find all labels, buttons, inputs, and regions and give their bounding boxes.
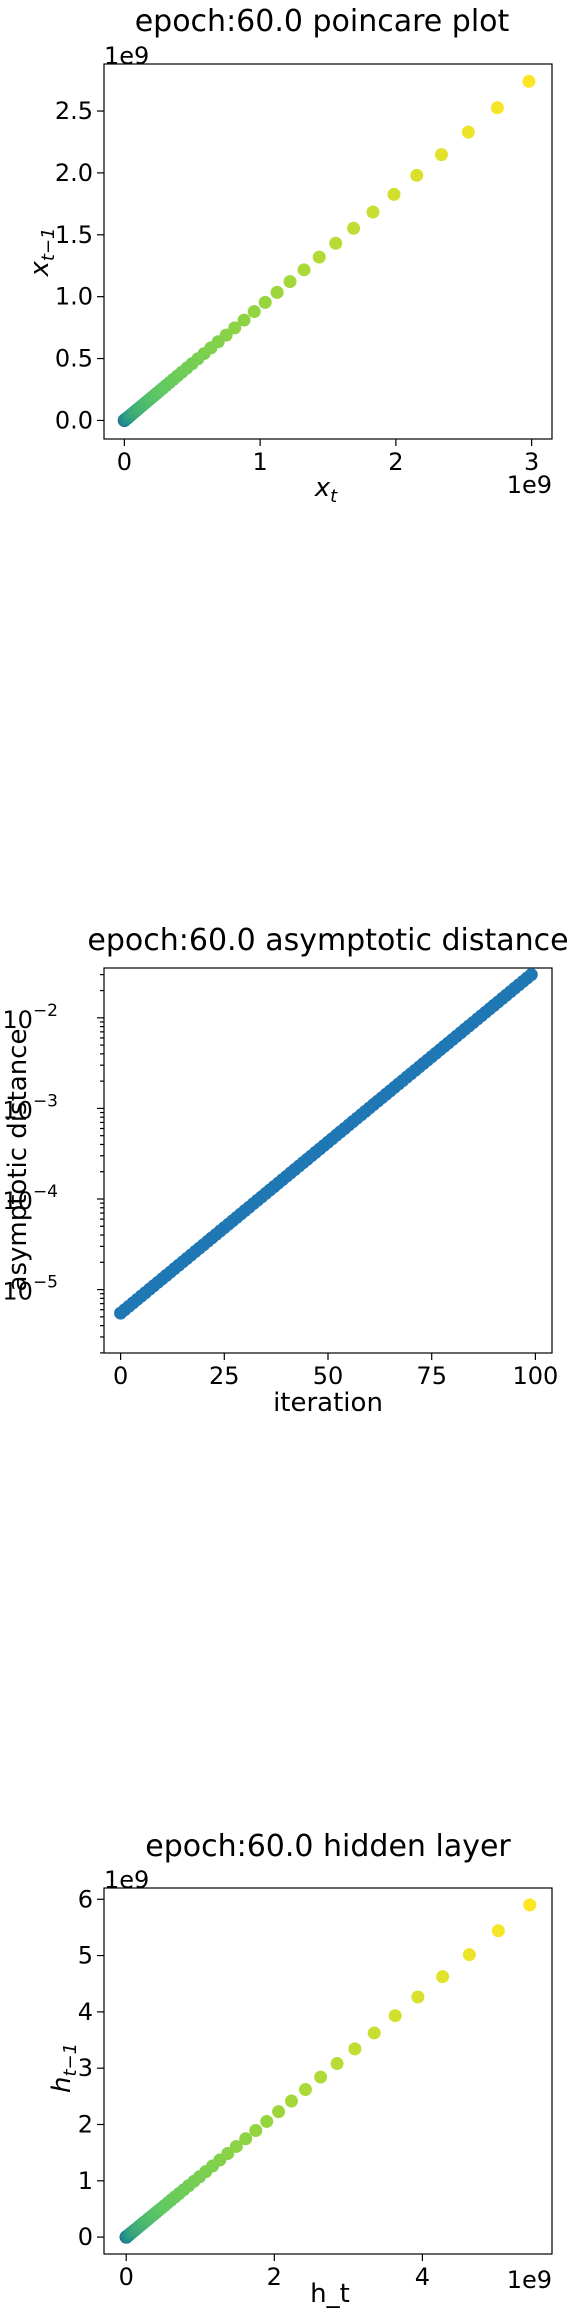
- scatter-point: [366, 205, 380, 219]
- scatter-point: [329, 236, 343, 250]
- x-tick-label: 1: [252, 448, 267, 476]
- scatter-point: [260, 2114, 274, 2128]
- asymptotic-distance-chart: epoch:60.0 asymptotic distance 0 25 50 75 10…: [2, 923, 568, 1418]
- y-tick-label: 1.0: [55, 283, 93, 311]
- x-tick-label: 4: [415, 2263, 430, 2291]
- asymptotic-distance-y-label: asymptotic distance: [3, 1029, 33, 1292]
- scatter-point: [462, 1948, 476, 1962]
- scatter-point: [270, 285, 284, 299]
- y-tick-label: 4: [78, 1998, 93, 2026]
- scatter-point: [239, 2132, 253, 2146]
- scatter-point: [229, 2139, 243, 2153]
- x-tick-label: 0: [113, 1362, 128, 1390]
- y-tick-label: 2: [78, 2110, 93, 2138]
- y-tick-label: 0: [78, 2223, 93, 2251]
- poincare-plot-y-label: xt−1: [25, 228, 59, 278]
- poincare-plot-x-ticks: 0 1 2 3: [117, 439, 539, 476]
- poincare-plot-title: epoch:60.0 poincare plot: [135, 4, 510, 39]
- x-tick-label: 2: [267, 2263, 282, 2291]
- scatter-point: [522, 74, 536, 88]
- scatter-point: [387, 187, 401, 201]
- scatter-point: [411, 1990, 425, 2004]
- x-tick-label: 0: [117, 448, 132, 476]
- scatter-point: [491, 1924, 505, 1938]
- y-tick-label: 1: [78, 2167, 93, 2195]
- hidden-layer-points: [119, 1898, 537, 2244]
- asymptotic-distance-x-label: iteration: [273, 1388, 383, 1418]
- asymptotic-distance-x-ticks: 0 25 50 75 100: [113, 1353, 558, 1390]
- hidden-layer-x-ticks: 0 2 4: [119, 2254, 430, 2291]
- scatter-point: [284, 2094, 298, 2108]
- scatter-point: [435, 148, 449, 162]
- y-tick-label: 2.0: [55, 159, 93, 187]
- scatter-point: [367, 2026, 381, 2040]
- scatter-point: [312, 250, 326, 264]
- y-tick-label: 10−4: [2, 1182, 58, 1215]
- y-tick-label: 0.5: [55, 345, 93, 373]
- scatter-point: [297, 263, 311, 277]
- poincare-plot-points: [117, 74, 536, 427]
- hidden-layer-y-ticks: 0 1 2 3 4 5 6: [78, 1885, 104, 2251]
- scatter-point: [461, 125, 475, 139]
- scatter-point: [524, 968, 538, 982]
- x-tick-label: 100: [513, 1362, 559, 1390]
- scatter-point: [247, 305, 261, 319]
- poincare-plot-x-offset: 1e9: [507, 471, 552, 499]
- scatter-point: [436, 1970, 450, 1984]
- scatter-point: [523, 1898, 537, 1912]
- hidden-layer-x-offset: 1e9: [507, 2266, 552, 2294]
- hidden-layer-y-label: ht−1: [47, 2043, 81, 2093]
- scatter-point: [237, 313, 251, 327]
- x-tick-label: 2: [388, 448, 403, 476]
- scatter-point: [221, 2147, 235, 2161]
- scatter-point: [228, 321, 242, 335]
- y-tick-label: 0.0: [55, 406, 93, 434]
- y-tick-label: 5: [78, 1942, 93, 1970]
- asymptotic-distance-title: epoch:60.0 asymptotic distance: [87, 923, 568, 958]
- poincare-plot-chart: epoch:60.0 poincare plot 1e9 1e9 0 1 2 3 0.…: [25, 4, 553, 507]
- x-tick-label: 75: [416, 1362, 447, 1390]
- y-tick-label: 6: [78, 1885, 93, 1913]
- x-tick-label: 25: [209, 1362, 240, 1390]
- hidden-layer-x-label: h_t: [310, 2279, 350, 2309]
- asymptotic-distance-points: [114, 968, 538, 1320]
- hidden-layer-chart: epoch:60.0 hidden layer 1e9 1e9 0 2 4 0 1 2 3…: [47, 1829, 553, 2309]
- poincare-plot-x-label: xt: [314, 473, 338, 507]
- hidden-layer-title: epoch:60.0 hidden layer: [145, 1829, 511, 1864]
- poincare-plot-y-offset: 1e9: [104, 42, 149, 70]
- scatter-point: [283, 275, 297, 289]
- x-tick-label: 50: [313, 1362, 344, 1390]
- asymptotic-distance-axes-frame: [103, 967, 553, 1354]
- scatter-point: [314, 2070, 328, 2084]
- scatter-point: [348, 2042, 362, 2056]
- scatter-point: [330, 2057, 344, 2071]
- poincare-plot-y-ticks: 0.0 0.5 1.0 1.5 2.0 2.5: [55, 97, 104, 434]
- hidden-layer-axes-frame: [103, 1887, 553, 2255]
- scatter-point: [219, 328, 233, 342]
- scatter-point: [410, 168, 424, 182]
- hidden-layer-y-offset: 1e9: [104, 1866, 149, 1894]
- y-tick-label: 1.5: [55, 221, 93, 249]
- poincare-plot-axes-frame: [103, 63, 553, 440]
- scatter-point: [347, 221, 361, 235]
- scatter-point: [258, 295, 272, 309]
- y-tick-label: 3: [78, 2054, 93, 2082]
- y-tick-label: 2.5: [55, 97, 93, 125]
- x-tick-label: 0: [119, 2263, 134, 2291]
- scatter-point: [249, 2123, 263, 2137]
- scatter-point: [490, 101, 504, 115]
- scatter-point: [298, 2083, 312, 2097]
- x-tick-label: 3: [524, 448, 539, 476]
- scatter-point: [272, 2105, 286, 2119]
- scatter-point: [388, 2009, 402, 2023]
